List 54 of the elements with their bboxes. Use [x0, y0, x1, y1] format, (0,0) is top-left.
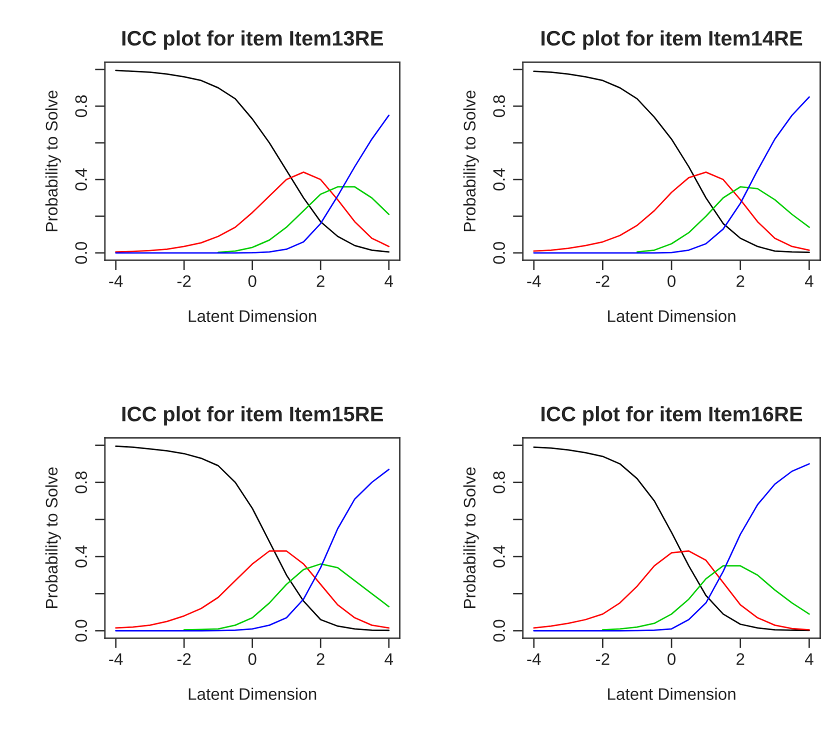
x-tick-label: -4 — [527, 653, 541, 665]
x-axis-title: Latent Dimension — [608, 310, 736, 322]
x-tick-label: 4 — [804, 653, 814, 665]
x-tick-label: -2 — [596, 275, 610, 287]
y-tick-label: 0.4 — [493, 545, 505, 568]
x-tick-label: 0 — [248, 275, 256, 288]
y-tick-label: 0.0 — [493, 242, 505, 264]
y-tick-label: 0.4 — [75, 545, 88, 568]
y-tick-label: 0.0 — [493, 620, 505, 642]
x-tick-label: 2 — [736, 653, 744, 665]
x-tick-label: 4 — [384, 653, 394, 665]
x-tick-label: -4 — [527, 275, 541, 287]
line-series — [533, 550, 810, 631]
y-tick-label: 0.4 — [493, 168, 505, 190]
line-series — [533, 171, 810, 252]
x-axis-title: Latent Dimension — [188, 310, 316, 322]
y-axis-title: Probability to Solve — [463, 467, 479, 608]
x-tick-label: -2 — [177, 653, 191, 665]
x-tick-label: 0 — [248, 653, 256, 665]
x-tick-label: -4 — [109, 275, 123, 287]
y-tick-label: 0.8 — [493, 472, 505, 494]
x-tick-label: 2 — [736, 275, 744, 287]
line-series — [115, 70, 390, 253]
y-tick-label: 0.0 — [75, 242, 88, 264]
line-series — [636, 186, 810, 253]
x-axis-title: Latent Dimension — [608, 688, 736, 700]
x-tick-label: -4 — [109, 653, 123, 665]
x-tick-label: 2 — [316, 653, 324, 665]
x-axis-title: Latent Dimension — [188, 688, 316, 700]
line-series — [115, 550, 390, 629]
x-tick-label: 0 — [668, 275, 676, 288]
y-tick-label: 0.8 — [75, 95, 88, 118]
y-axis-title: Probability to Solve — [45, 467, 61, 608]
line-series — [218, 186, 390, 254]
y-tick-label: 0.0 — [75, 620, 88, 642]
x-tick-label: 4 — [804, 275, 814, 287]
chart-title: ICC plot for item Item15RE — [122, 406, 383, 426]
chart-title: ICC plot for item Item14RE — [542, 30, 802, 50]
chart-title: ICC plot for item Item16RE — [542, 406, 802, 426]
x-tick-label: 2 — [316, 275, 324, 287]
x-tick-label: -2 — [596, 653, 610, 665]
x-tick-label: 4 — [384, 275, 394, 287]
x-tick-label: 0 — [668, 653, 676, 665]
y-tick-label: 0.8 — [493, 95, 505, 118]
line-series — [115, 114, 390, 254]
x-tick-label: -2 — [177, 275, 191, 287]
y-tick-label: 0.4 — [75, 168, 88, 190]
chart-title: ICC plot for item Item13RE — [122, 30, 383, 50]
y-tick-label: 0.8 — [75, 472, 88, 494]
y-axis-title: Probability to Solve — [463, 90, 479, 232]
y-axis-title: Probability to Solve — [45, 90, 61, 232]
line-series — [183, 563, 390, 631]
line-series — [115, 171, 390, 253]
line-series — [602, 565, 810, 631]
